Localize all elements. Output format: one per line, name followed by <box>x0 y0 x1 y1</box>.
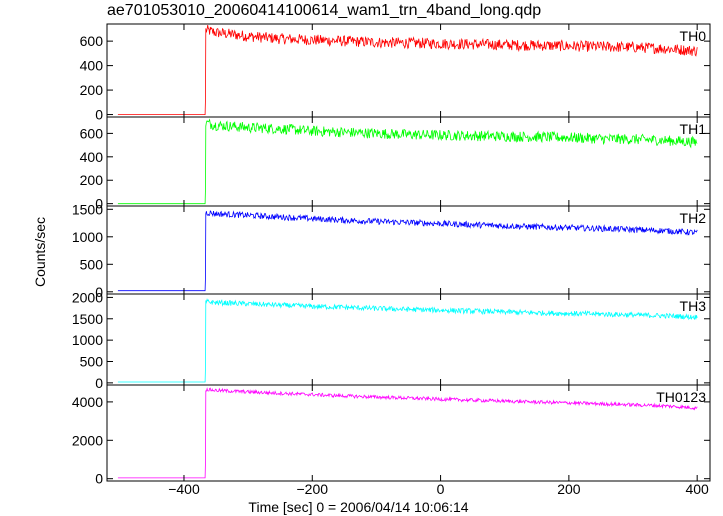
y-tick-label: 1000 <box>72 332 103 348</box>
x-tick-label: 200 <box>557 481 581 497</box>
y-tick-label: 1500 <box>72 311 103 327</box>
y-tick-label: 600 <box>80 125 104 141</box>
x-axis-label: Time [sec] 0 = 2006/04/14 10:06:14 <box>248 499 468 515</box>
y-axis-label: Counts/sec <box>32 217 48 287</box>
series-label: TH2 <box>680 210 707 226</box>
chart-title: ae701053010_20060414100614_wam1_trn_4ban… <box>107 2 542 19</box>
y-tick-label: 1500 <box>72 201 103 217</box>
series-label: TH3 <box>680 298 707 314</box>
y-tick-label: 500 <box>80 256 104 272</box>
panel-frame <box>106 205 711 295</box>
x-tick-label: 400 <box>685 481 709 497</box>
y-tick-label: 200 <box>80 172 104 188</box>
y-tick-label: 200 <box>80 82 104 98</box>
y-tick-label: 400 <box>80 149 104 165</box>
y-tick-label: 500 <box>80 354 104 370</box>
series-label: TH0123 <box>656 389 706 405</box>
series-label: TH0 <box>680 28 707 44</box>
panel-frame <box>106 23 711 118</box>
series-line-th1 <box>117 118 698 205</box>
y-tick-label: 2000 <box>72 432 103 448</box>
y-tick-label: 0 <box>95 107 103 123</box>
y-tick-label: 2000 <box>72 289 103 305</box>
panel-frame <box>106 384 711 482</box>
x-tick-label: −200 <box>297 481 329 497</box>
panel-frame <box>106 116 711 207</box>
y-tick-label: 400 <box>80 58 104 74</box>
y-tick-label: 0 <box>95 471 103 487</box>
y-tick-label: 0 <box>95 284 103 300</box>
series-line-th3 <box>117 298 698 383</box>
series-line-th0123 <box>117 387 698 479</box>
x-tick-label: 0 <box>437 481 445 497</box>
y-tick-label: 4000 <box>72 394 103 410</box>
y-tick-label: 0 <box>95 375 103 391</box>
y-tick-label: 0 <box>95 196 103 212</box>
series-line-th0 <box>117 25 698 115</box>
y-tick-label: 600 <box>80 33 104 49</box>
series-line-th2 <box>117 210 698 292</box>
y-tick-label: 1000 <box>72 229 103 245</box>
x-tick-label: −400 <box>168 481 200 497</box>
series-label: TH1 <box>680 121 707 137</box>
